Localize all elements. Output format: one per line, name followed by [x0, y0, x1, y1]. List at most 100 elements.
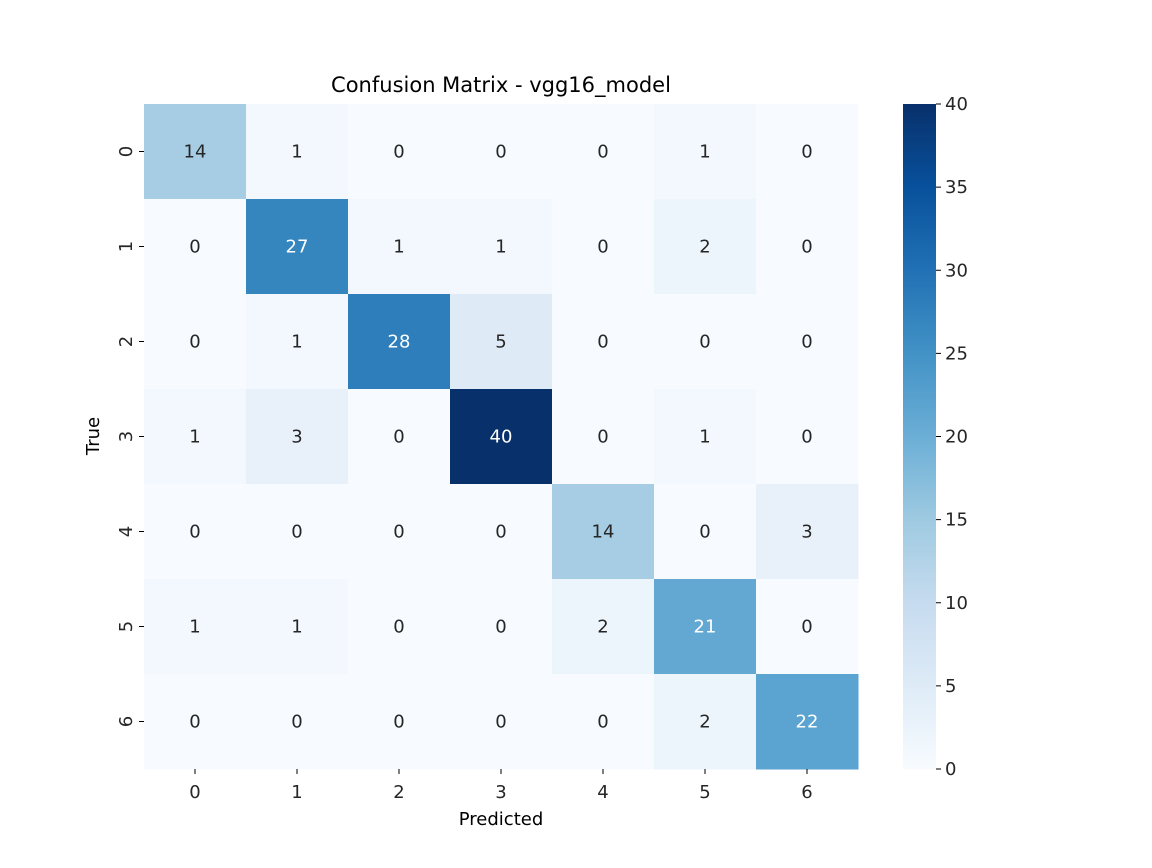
colorbar-tick-label-10: 10 [945, 593, 968, 614]
heatmap-cell-r3-c3 [450, 389, 553, 485]
cell-value-r6-c4: 0 [597, 712, 608, 733]
heatmap-cell-r5-c6 [756, 579, 859, 675]
heatmap-cell-r0-c5 [654, 104, 757, 200]
cell-value-r2-c4: 0 [597, 332, 608, 353]
heatmap-cell-r3-c1 [246, 389, 349, 485]
colorbar: 0 5 10 15 20 25 30 35 40 [903, 94, 968, 780]
heatmap-cell-r5-c2 [348, 579, 451, 675]
heatmap-cell-r3-c0 [144, 389, 247, 485]
colorbar-tick-label-40: 40 [945, 94, 968, 115]
cell-value-r4-c4: 14 [592, 522, 615, 543]
heatmap-cell-r4-c2 [348, 484, 451, 580]
heatmap-cell-r3-c6 [756, 389, 859, 485]
cell-value-r1-c4: 0 [597, 237, 608, 258]
x-axis-label: Predicted [459, 809, 544, 830]
heatmap-cell-r1-c4 [552, 199, 655, 295]
heatmap-cell-r6-c1 [246, 674, 349, 770]
y-tick-label-0: 0 [116, 146, 137, 157]
cell-value-r2-c2: 28 [388, 332, 411, 353]
heatmap-cell-r6-c3 [450, 674, 553, 770]
x-tick-label-0: 0 [189, 782, 200, 803]
heatmap-cell-r4-c6 [756, 484, 859, 580]
heatmap-cell-r6-c5 [654, 674, 757, 770]
heatmap-cell-r2-c6 [756, 294, 859, 390]
cell-value-r3-c3: 40 [490, 427, 513, 448]
y-tick-label-1: 1 [116, 241, 137, 252]
cell-value-r2-c3: 5 [495, 332, 506, 353]
colorbar-tick-label-0: 0 [945, 759, 956, 780]
heatmap-cell-r6-c6 [756, 674, 859, 770]
y-tick-label-6: 6 [116, 716, 137, 727]
cell-value-r6-c5: 2 [699, 712, 710, 733]
cell-value-r3-c0: 1 [189, 427, 200, 448]
heatmap-cell-r0-c6 [756, 104, 859, 200]
x-tick-label-3: 3 [495, 782, 506, 803]
cell-value-r6-c1: 0 [291, 712, 302, 733]
cell-value-r3-c1: 3 [291, 427, 302, 448]
cell-value-r1-c0: 0 [189, 237, 200, 258]
cell-value-r6-c0: 0 [189, 712, 200, 733]
cell-value-r0-c1: 1 [291, 142, 302, 163]
cell-value-r3-c4: 0 [597, 427, 608, 448]
cell-value-r3-c5: 1 [699, 427, 710, 448]
heatmap-cell-r0-c0 [144, 104, 247, 200]
cell-value-r2-c6: 0 [801, 332, 812, 353]
cell-value-r0-c3: 0 [495, 142, 506, 163]
heatmap-cell-r4-c3 [450, 484, 553, 580]
heatmap-cell-r2-c2 [348, 294, 451, 390]
x-tick-label-4: 4 [597, 782, 608, 803]
cell-value-r0-c2: 0 [393, 142, 404, 163]
heatmap-cell-r2-c0 [144, 294, 247, 390]
heatmap-cell-r2-c5 [654, 294, 757, 390]
heatmap-cell-r1-c3 [450, 199, 553, 295]
cell-value-r0-c4: 0 [597, 142, 608, 163]
heatmap-cell-r3-c2 [348, 389, 451, 485]
cell-value-r4-c1: 0 [291, 522, 302, 543]
heatmap-cell-labels: 14 1 0 0 0 1 0 0 27 1 1 0 2 0 0 1 28 5 0 0 0 1 3 0 40 0 1 0 0 0 0 0 14 0 3… [184, 142, 819, 733]
heatmap-cell-r5-c5 [654, 579, 757, 675]
y-tick-label-2: 2 [116, 336, 137, 347]
cell-value-r4-c5: 0 [699, 522, 710, 543]
heatmap-cell-r1-c5 [654, 199, 757, 295]
heatmap-cell-r1-c6 [756, 199, 859, 295]
colorbar-tick-label-25: 25 [945, 343, 968, 364]
cell-value-r1-c6: 0 [801, 237, 812, 258]
colorbar-gradient [903, 104, 936, 769]
cell-value-r5-c3: 0 [495, 617, 506, 638]
cell-value-r3-c2: 0 [393, 427, 404, 448]
y-tick-label-5: 5 [116, 621, 137, 632]
y-tick-label-4: 4 [116, 526, 137, 537]
cell-value-r1-c2: 1 [393, 237, 404, 258]
y-axis: 0 1 2 3 4 5 6 [116, 146, 144, 727]
heatmap-cell-r5-c0 [144, 579, 247, 675]
colorbar-tick-label-5: 5 [945, 676, 956, 697]
cell-value-r4-c2: 0 [393, 522, 404, 543]
x-tick-label-2: 2 [393, 782, 404, 803]
heatmap-cell-r2-c4 [552, 294, 655, 390]
heatmap-cell-r0-c1 [246, 104, 349, 200]
cell-value-r5-c1: 1 [291, 617, 302, 638]
heatmap-cell-r6-c2 [348, 674, 451, 770]
cell-value-r0-c6: 0 [801, 142, 812, 163]
cell-value-r2-c0: 0 [189, 332, 200, 353]
heatmap-cell-r3-c5 [654, 389, 757, 485]
cell-value-r4-c0: 0 [189, 522, 200, 543]
colorbar-tick-label-35: 35 [945, 177, 968, 198]
heatmap-cell-r1-c2 [348, 199, 451, 295]
heatmap-cell-r0-c2 [348, 104, 451, 200]
cell-value-r1-c3: 1 [495, 237, 506, 258]
heatmap-cell-r4-c1 [246, 484, 349, 580]
cell-value-r1-c1: 27 [286, 237, 309, 258]
heatmap-cell-r0-c4 [552, 104, 655, 200]
cell-value-r5-c0: 1 [189, 617, 200, 638]
heatmap-cell-r5-c4 [552, 579, 655, 675]
colorbar-tick-label-15: 15 [945, 510, 968, 531]
cell-value-r4-c3: 0 [495, 522, 506, 543]
heatmap-cell-r2-c1 [246, 294, 349, 390]
heatmap-cell-r1-c0 [144, 199, 247, 295]
heatmap-cells [144, 104, 859, 770]
x-tick-label-1: 1 [291, 782, 302, 803]
heatmap-cell-r5-c1 [246, 579, 349, 675]
x-axis: 0 1 2 3 4 5 6 [189, 769, 813, 803]
cell-value-r5-c5: 21 [694, 617, 717, 638]
